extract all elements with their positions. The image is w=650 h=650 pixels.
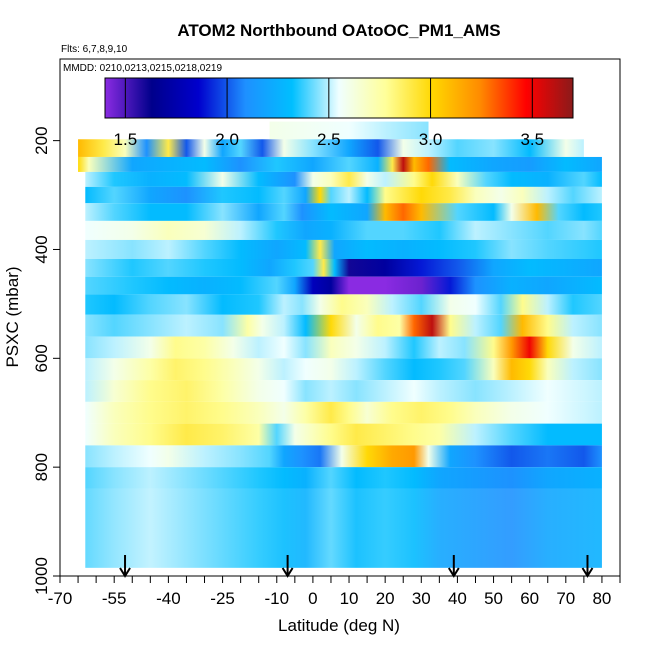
- y-tick-label: 600: [32, 344, 51, 372]
- heatmap-row: [78, 156, 602, 172]
- colorbar: [104, 77, 574, 119]
- heatmap-row: [85, 314, 602, 337]
- heatmap-row: [78, 139, 584, 157]
- x-tick-label: -10: [264, 589, 289, 608]
- flight-arrows: [119, 555, 594, 578]
- y-tick-label: 800: [32, 453, 51, 481]
- x-tick-label: -55: [102, 589, 127, 608]
- flight-arrow: [281, 555, 294, 578]
- heatmap-row: [85, 488, 602, 568]
- chart-title: ATOM2 Northbound OAtoOC_PM1_AMS: [177, 21, 500, 40]
- x-axis-label: Latitude (deg N): [278, 616, 400, 635]
- x-tick-label: 60: [520, 589, 539, 608]
- x-tick-label: 40: [448, 589, 467, 608]
- colorbar-tick-label: 1.5: [114, 130, 138, 149]
- heatmap-row: [85, 171, 602, 187]
- x-tick-label: 10: [340, 589, 359, 608]
- heatmap-row: [85, 220, 602, 240]
- heatmap-row: [85, 358, 602, 381]
- heatmap-row: [85, 336, 602, 359]
- dates-note: MMDD: 0210,0213,0215,0218,0219: [63, 63, 222, 74]
- y-tick-label: 400: [32, 235, 51, 263]
- heatmap-row: [85, 401, 602, 424]
- heatmap-row: [85, 239, 602, 259]
- heatmap-row: [85, 423, 602, 446]
- flights-note: Flts: 6,7,8,9,10: [61, 44, 128, 55]
- y-tick-label: 1000: [32, 557, 51, 595]
- x-tick-label: 30: [412, 589, 431, 608]
- flight-arrow: [119, 555, 131, 578]
- colorbar-tick-label: 2.5: [317, 130, 341, 149]
- y-axis: 200 400 600 800 1000: [32, 126, 60, 595]
- heatmap-row: [85, 186, 602, 204]
- x-tick-label: 70: [556, 589, 575, 608]
- heatmap-row: [85, 276, 602, 295]
- x-axis: -70 -55 -40 -25 -10 0 10 20 30 40 50 60 70 80: [48, 576, 621, 608]
- x-tick-label: -25: [210, 589, 235, 608]
- y-tick-label: 200: [32, 126, 51, 154]
- heatmap-rows: [78, 121, 602, 568]
- flight-arrow: [581, 555, 594, 578]
- x-tick-label: 0: [308, 589, 317, 608]
- colorbar-ticks: 1.5 2.0 2.5 3.0 3.5: [114, 78, 544, 149]
- x-tick-label: -70: [48, 589, 73, 608]
- flight-arrow: [447, 555, 460, 578]
- colorbar-tick-label: 3.0: [419, 130, 443, 149]
- heatmap-row: [85, 203, 602, 221]
- heatmap-row: [85, 445, 602, 468]
- heatmap-row: [85, 258, 602, 277]
- x-tick-label: -40: [156, 589, 181, 608]
- x-tick-label: 50: [484, 589, 503, 608]
- heatmap-row: [269, 121, 429, 140]
- heatmap-row: [85, 380, 602, 402]
- y-axis-label: PSXC (mbar): [3, 266, 22, 367]
- x-tick-label: 80: [592, 589, 611, 608]
- colorbar-tick-label: 2.0: [215, 130, 239, 149]
- colorbar-tick-label: 3.5: [520, 130, 544, 149]
- x-tick-label: 20: [376, 589, 395, 608]
- plot-frame: [59, 58, 621, 577]
- heatmap-row: [85, 294, 602, 315]
- heatmap-row: [85, 467, 602, 489]
